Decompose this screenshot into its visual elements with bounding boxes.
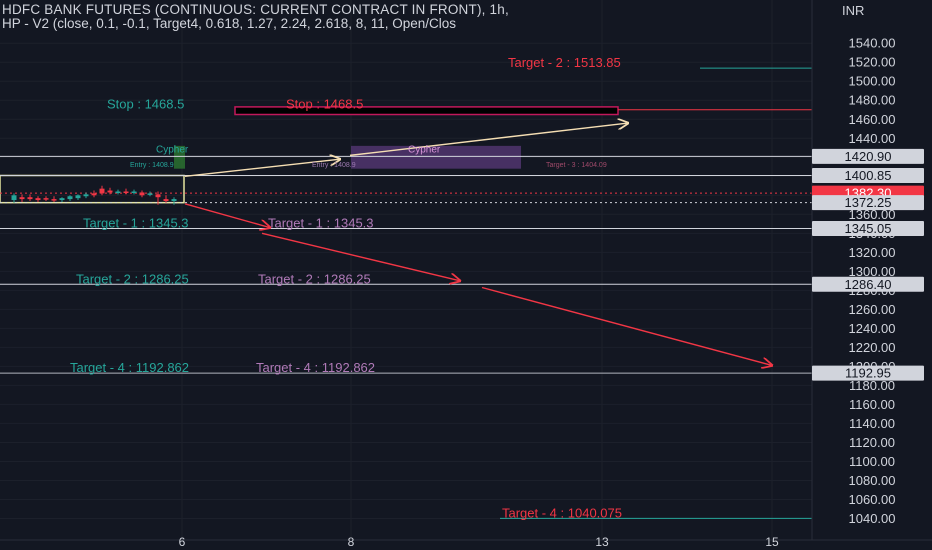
candle-body[interactable] bbox=[171, 199, 177, 202]
price-badge-label: 1286.40 bbox=[845, 277, 892, 292]
price-tick-label: 1060.00 bbox=[849, 492, 896, 507]
projection-arrow bbox=[184, 159, 340, 177]
annotation-label: Entry : 1408.9 bbox=[312, 162, 356, 169]
price-badge bbox=[812, 365, 924, 381]
candle-body[interactable] bbox=[43, 198, 49, 200]
price-badge-label: 1372.25 bbox=[845, 195, 892, 210]
price-tick-label: 1240.00 bbox=[849, 321, 896, 336]
price-badge-label: 1345.05 bbox=[845, 221, 892, 236]
candle-body[interactable] bbox=[131, 191, 137, 193]
candle-body[interactable] bbox=[75, 195, 81, 199]
price-tick-label: 1260.00 bbox=[849, 302, 896, 317]
annotation-label: Target - 1 : 1345.3 bbox=[83, 216, 189, 231]
price-axis-panel[interactable] bbox=[812, 0, 932, 550]
projection-arrow bbox=[261, 232, 460, 281]
annotation-label: Stop : 1468.5 bbox=[107, 97, 184, 112]
price-badge bbox=[812, 276, 924, 292]
price-tick-label: 1440.00 bbox=[849, 131, 896, 146]
price-tick-label: 1540.00 bbox=[849, 36, 896, 51]
price-tick-label: 1100.00 bbox=[849, 454, 895, 469]
level-lines bbox=[0, 67, 812, 519]
grid-lines bbox=[0, 0, 812, 540]
candle-body[interactable] bbox=[107, 190, 113, 193]
price-badge bbox=[812, 148, 924, 164]
indicator-legend[interactable]: HP - V2 (close, 0.1, -0.1, Target4, 0.61… bbox=[2, 16, 457, 31]
candle-body[interactable] bbox=[147, 193, 153, 195]
candle-body[interactable] bbox=[91, 193, 97, 196]
zone-box bbox=[351, 145, 521, 169]
candle-body[interactable] bbox=[67, 196, 73, 200]
time-axis-labels: 6 8 13 15 bbox=[179, 535, 779, 549]
projection-arrow bbox=[184, 203, 270, 228]
projection-arrow bbox=[349, 123, 628, 157]
time-tick-label: 6 bbox=[179, 535, 186, 549]
annotation-label: Target - 2 : 1286.25 bbox=[76, 271, 189, 286]
candle-body[interactable] bbox=[83, 194, 89, 197]
annotation-label: Cypher bbox=[156, 145, 189, 156]
annotation-label: Stop : 1468.5 bbox=[286, 97, 363, 112]
annotation-label: Entry : 1408.9 bbox=[130, 162, 174, 169]
candle-body[interactable] bbox=[51, 199, 57, 201]
candle-body[interactable] bbox=[99, 188, 105, 194]
price-badge-label: 1420.90 bbox=[845, 149, 892, 164]
price-tick-label: 1180.00 bbox=[849, 378, 895, 393]
price-badge-label: 1192.95 bbox=[845, 366, 891, 381]
projection-arrow bbox=[481, 286, 772, 366]
price-tick-label: 1500.00 bbox=[849, 74, 896, 89]
price-tick-label: 1120.00 bbox=[849, 435, 895, 450]
annotation-label: Target - 2 : 1513.85 bbox=[508, 55, 621, 70]
candle-body[interactable] bbox=[35, 198, 41, 201]
price-tick-label: 1220.00 bbox=[849, 340, 896, 355]
price-badges: 1420.901400.851382.301372.251345.051286.… bbox=[812, 148, 924, 381]
zone-box bbox=[234, 106, 619, 116]
time-tick-label: 8 bbox=[348, 535, 355, 549]
annotation-label: Cypher bbox=[408, 145, 441, 156]
price-tick-label: 1320.00 bbox=[849, 245, 896, 260]
currency-label: INR bbox=[842, 3, 865, 18]
candle-body[interactable] bbox=[123, 191, 129, 193]
candle-body[interactable] bbox=[11, 195, 17, 201]
price-tick-label: 1360.00 bbox=[849, 207, 896, 222]
annotation-label: Target - 4 : 1192.862 bbox=[256, 360, 375, 375]
price-tick-label: 1520.00 bbox=[849, 55, 896, 70]
price-badge bbox=[812, 167, 924, 183]
price-tick-label: 1040.00 bbox=[849, 511, 896, 526]
price-badge-label: 1400.85 bbox=[845, 168, 892, 183]
price-badge bbox=[812, 221, 924, 237]
zone-box bbox=[174, 145, 185, 169]
time-tick-label: 13 bbox=[595, 535, 609, 549]
candle-body[interactable] bbox=[115, 191, 121, 193]
annotation-label: Target - 4 : 1192.862 bbox=[70, 360, 189, 375]
candle-body[interactable] bbox=[19, 197, 25, 200]
price-tick-label: 1460.00 bbox=[849, 112, 896, 127]
annotation-label: Target - 3 : 1404.09 bbox=[546, 162, 607, 169]
price-tick-label: 1080.00 bbox=[849, 473, 896, 488]
annotation-label: Target - 1 : 1345.3 bbox=[268, 216, 374, 231]
annotation-label: Target - 2 : 1286.25 bbox=[258, 271, 371, 286]
annotations: Target - 2 : 1513.85 Stop : 1468.5 Stop : … bbox=[70, 55, 622, 520]
candles[interactable] bbox=[11, 185, 177, 205]
candle-body[interactable] bbox=[139, 192, 145, 196]
candle-body[interactable] bbox=[59, 198, 65, 201]
candle-body[interactable] bbox=[155, 194, 161, 198]
time-tick-label: 15 bbox=[765, 535, 779, 549]
price-badge bbox=[812, 195, 924, 211]
price-tick-label: 1160.00 bbox=[849, 397, 895, 412]
candle-body[interactable] bbox=[163, 199, 169, 202]
chart-title: HDFC BANK FUTURES (CONTINUOUS: CURRENT C… bbox=[2, 2, 509, 17]
price-tick-label: 1300.00 bbox=[849, 264, 896, 279]
price-tick-label: 1140.00 bbox=[849, 416, 895, 431]
candle-body[interactable] bbox=[27, 197, 33, 200]
annotation-label: Target - 4 : 1040.075 bbox=[502, 505, 622, 520]
price-tick-label: 1480.00 bbox=[849, 93, 896, 108]
projection-arrows bbox=[184, 123, 772, 366]
